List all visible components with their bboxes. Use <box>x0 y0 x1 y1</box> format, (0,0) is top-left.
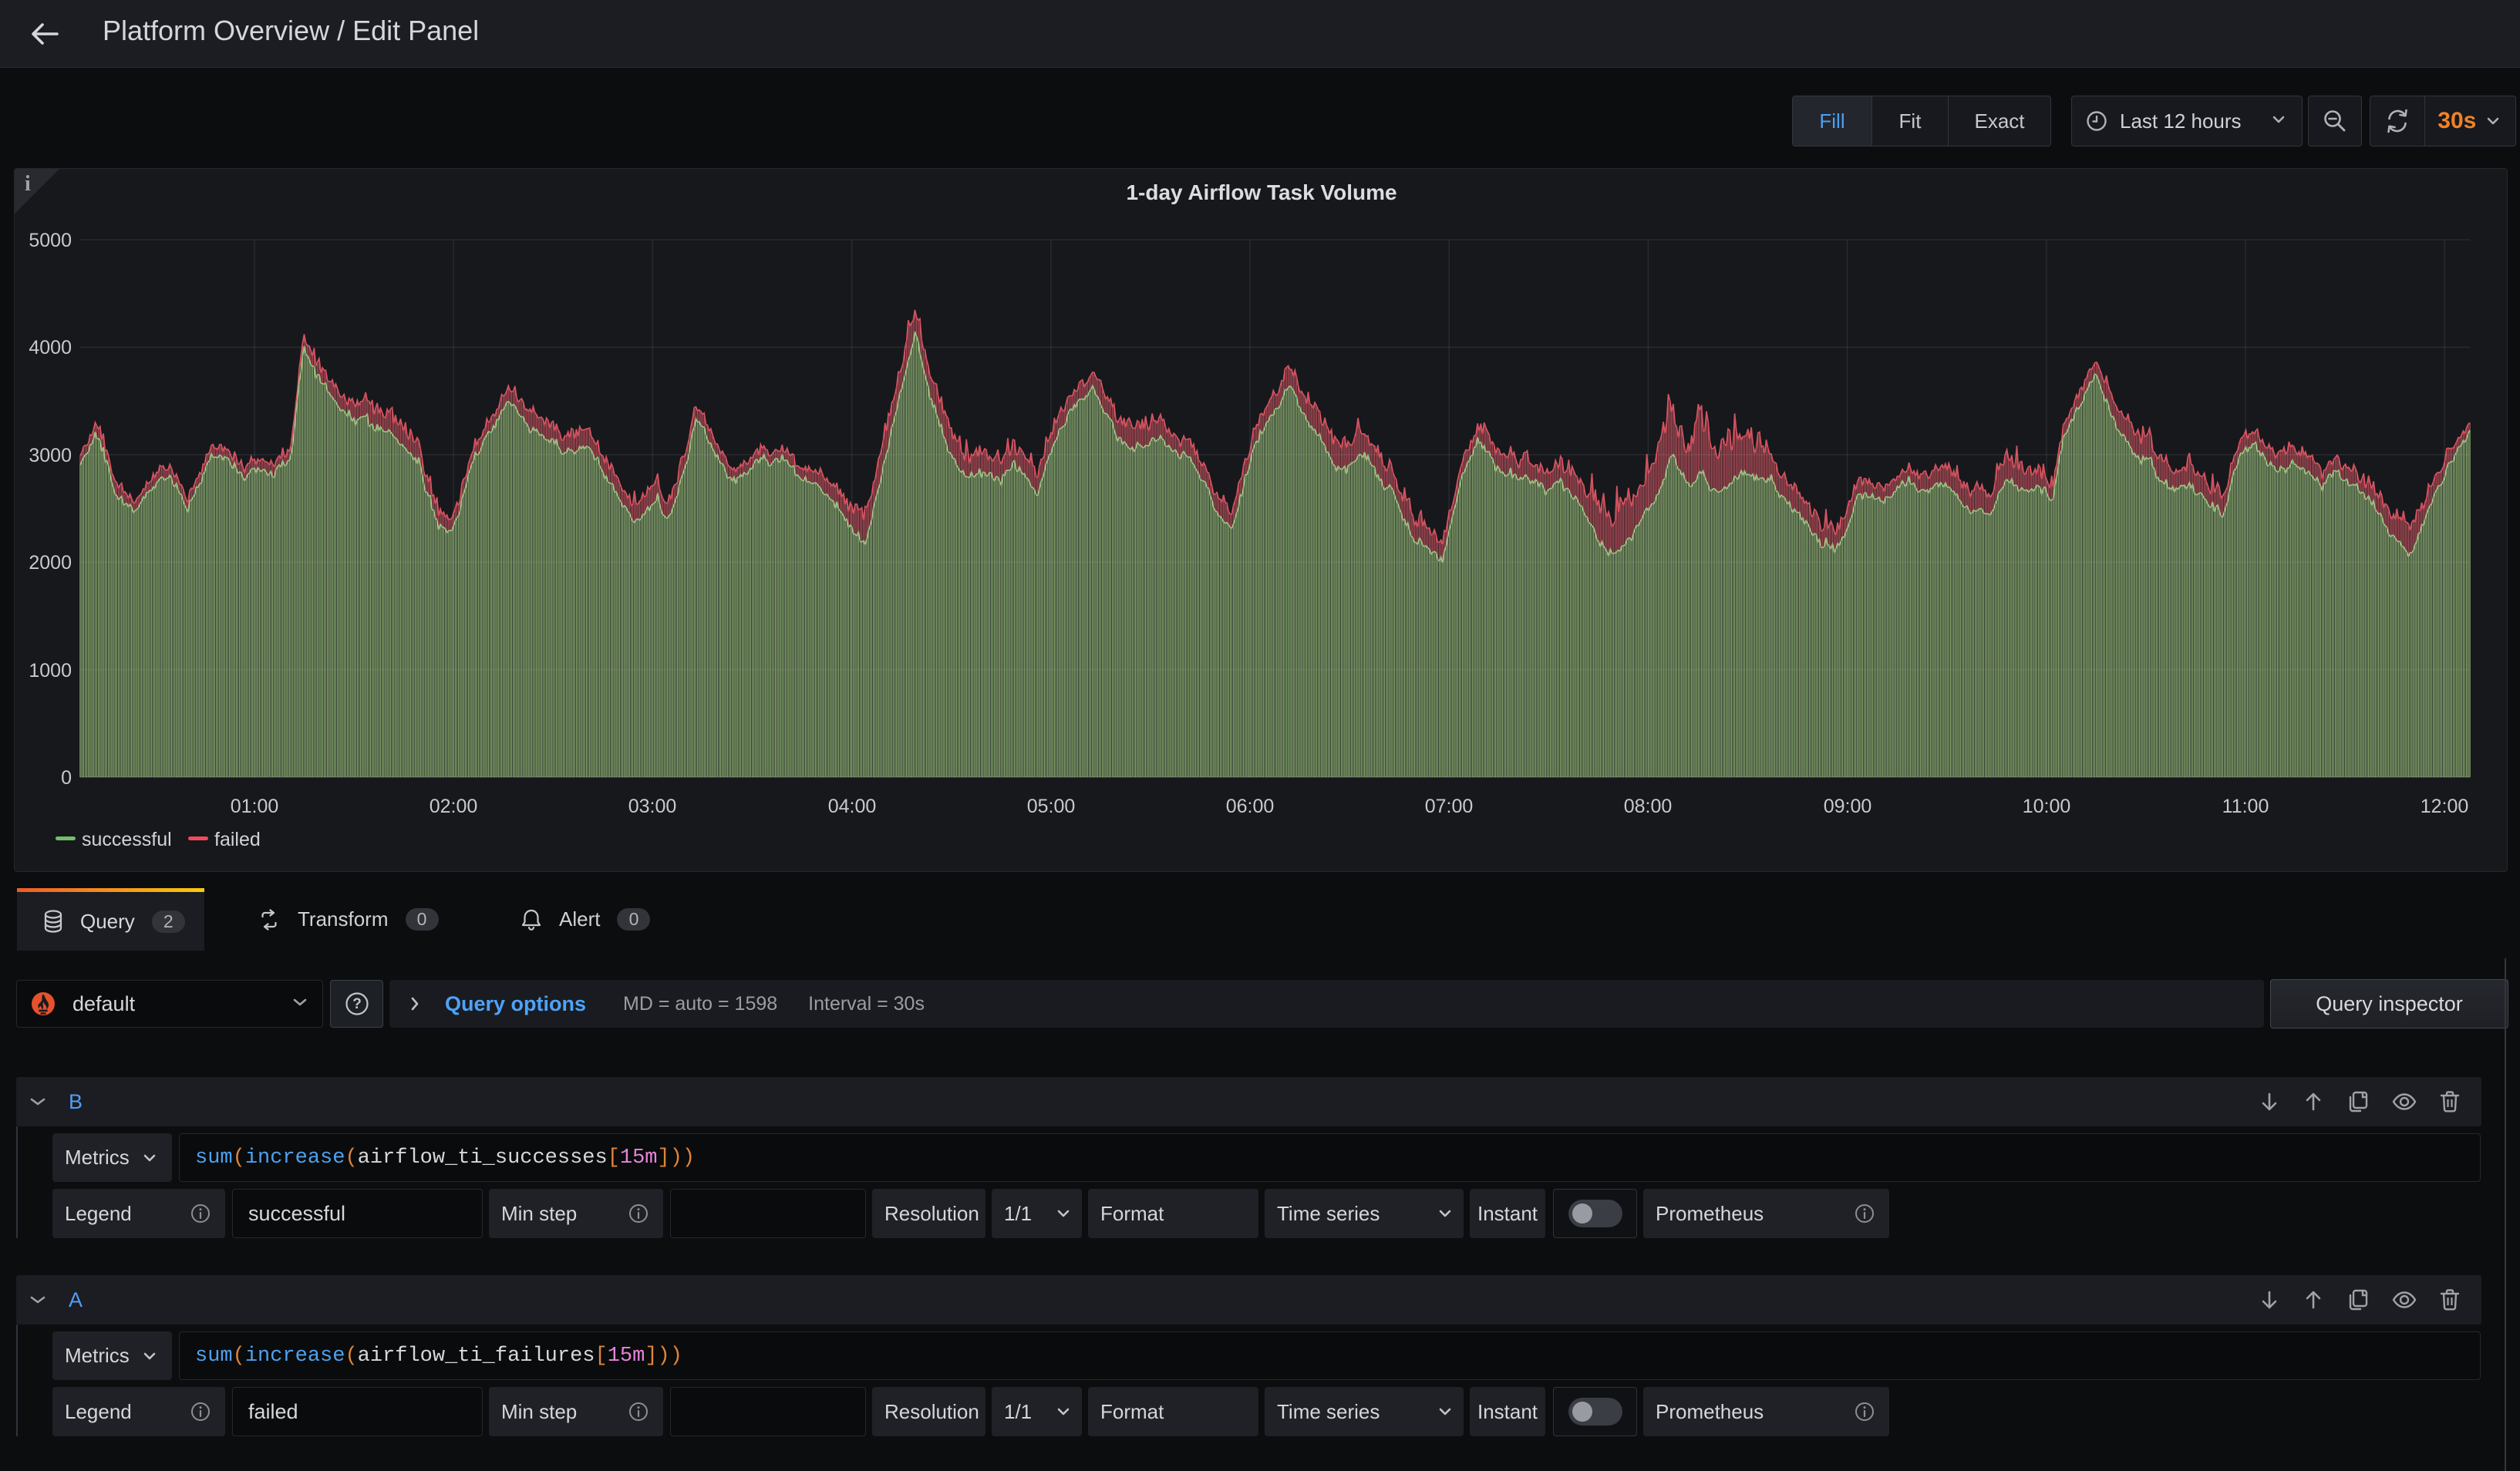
svg-text:03:00: 03:00 <box>628 796 677 817</box>
svg-text:11:00: 11:00 <box>2222 796 2269 817</box>
svg-text:05:00: 05:00 <box>1027 796 1076 817</box>
svg-text:12:00: 12:00 <box>2421 796 2469 817</box>
svg-text:0: 0 <box>61 767 72 789</box>
svg-text:5000: 5000 <box>29 230 72 251</box>
svg-text:02:00: 02:00 <box>430 796 478 817</box>
svg-text:3000: 3000 <box>29 445 72 466</box>
svg-text:09:00: 09:00 <box>1824 796 1872 817</box>
svg-text:01:00: 01:00 <box>231 796 279 817</box>
svg-text:4000: 4000 <box>29 337 72 358</box>
svg-text:1-day Airflow Task Volume: 1-day Airflow Task Volume <box>1126 180 1396 204</box>
svg-text:1000: 1000 <box>29 660 72 682</box>
svg-text:07:00: 07:00 <box>1425 796 1474 817</box>
svg-text:?: ? <box>352 996 362 1012</box>
svg-text:04:00: 04:00 <box>828 796 877 817</box>
svg-text:06:00: 06:00 <box>1226 796 1275 817</box>
svg-text:2000: 2000 <box>29 552 72 574</box>
svg-text:successful: successful <box>82 829 172 850</box>
svg-text:08:00: 08:00 <box>1624 796 1673 817</box>
svg-text:10:00: 10:00 <box>2023 796 2071 817</box>
svg-text:failed: failed <box>214 829 261 850</box>
